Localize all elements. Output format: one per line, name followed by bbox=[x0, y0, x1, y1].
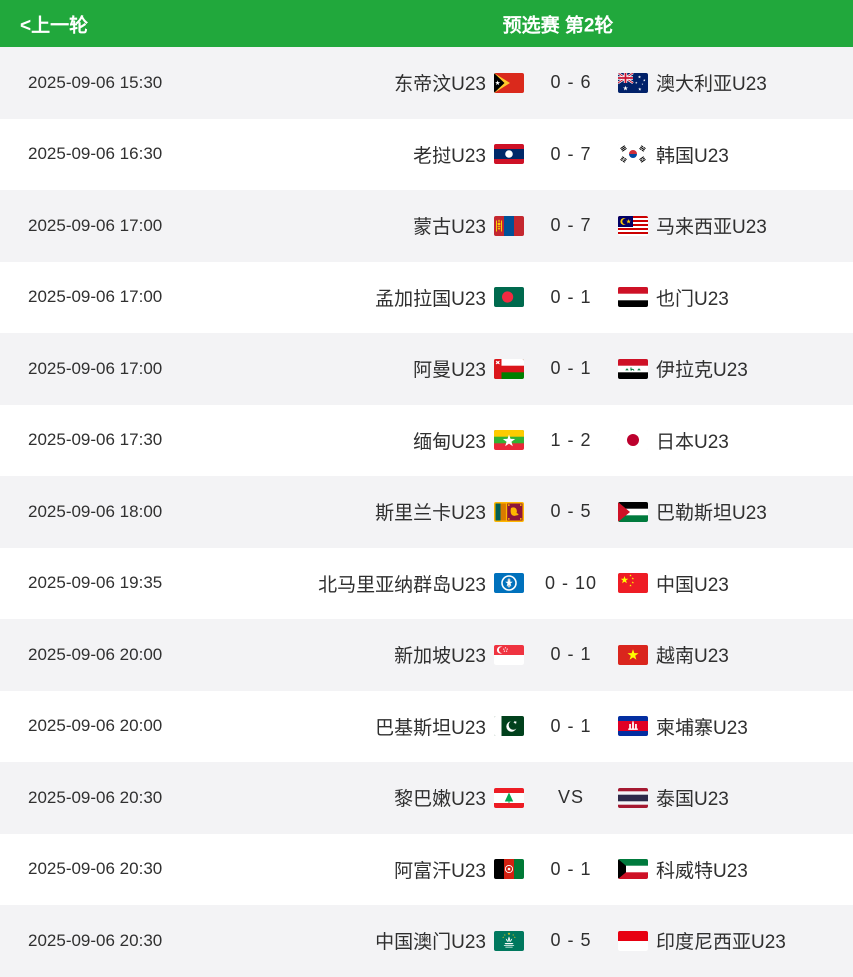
away-team-name: 中国U23 bbox=[656, 574, 729, 596]
match-row[interactable]: 2025-09-06 16:30 老挝U23 0 - 7 韩国U23 bbox=[0, 118, 853, 190]
match-row[interactable]: 2025-09-06 19:35 北马里亚纳群岛U23 0 - 10 中国U23 bbox=[0, 547, 853, 619]
match-time: 2025-09-06 17:00 bbox=[28, 215, 163, 235]
match-score: 1 - 2 bbox=[550, 429, 592, 450]
home-team-name: 北马里亚纳群岛U23 bbox=[318, 574, 486, 596]
flag-vietnam-icon bbox=[618, 644, 648, 665]
flag-indonesia-icon bbox=[618, 930, 648, 951]
home-team-name: 孟加拉国U23 bbox=[375, 288, 486, 310]
match-score: 0 - 7 bbox=[550, 143, 592, 164]
flag-lebanon-icon bbox=[494, 787, 524, 808]
match-time: 2025-09-06 17:00 bbox=[28, 358, 163, 378]
match-row[interactable]: 2025-09-06 18:00 斯里兰卡U23 0 - 5 巴勒斯坦U23 bbox=[0, 476, 853, 548]
flag-china-icon bbox=[618, 573, 648, 594]
flag-singapore-icon bbox=[494, 644, 524, 665]
flag-thailand-icon bbox=[618, 787, 648, 808]
match-score: 0 - 10 bbox=[544, 572, 598, 593]
away-team-name: 巴勒斯坦U23 bbox=[656, 503, 767, 525]
away-team-name: 也门U23 bbox=[656, 288, 729, 310]
flag-oman-icon bbox=[494, 358, 524, 379]
match-row[interactable]: 2025-09-06 17:00 阿曼U23 0 - 1 伊拉克U23 bbox=[0, 333, 853, 405]
flag-kuwait-icon bbox=[618, 859, 648, 880]
match-score: 0 - 5 bbox=[550, 501, 592, 522]
match-time: 2025-09-06 20:30 bbox=[28, 859, 163, 879]
away-team-name: 科威特U23 bbox=[656, 860, 748, 882]
match-score: 0 - 5 bbox=[550, 930, 592, 951]
flag-cambodia-icon bbox=[618, 716, 648, 737]
match-time: 2025-09-06 18:00 bbox=[28, 501, 163, 521]
match-list: 2025-09-06 15:30 东帝汶U23 0 - 6 澳大利亚U23 20… bbox=[0, 47, 853, 977]
match-row[interactable]: 2025-09-06 20:00 新加坡U23 0 - 1 越南U23 bbox=[0, 619, 853, 691]
home-team-name: 蒙古U23 bbox=[413, 217, 486, 239]
flag-sri-lanka-icon bbox=[494, 501, 524, 522]
match-time: 2025-09-06 20:30 bbox=[28, 787, 163, 807]
previous-round-button[interactable]: <上一轮 bbox=[20, 15, 89, 36]
match-time: 2025-09-06 17:00 bbox=[28, 287, 163, 307]
match-time: 2025-09-06 15:30 bbox=[28, 72, 163, 92]
match-time: 2025-09-06 19:35 bbox=[28, 573, 163, 593]
match-score: 0 - 1 bbox=[550, 715, 592, 736]
away-team-name: 日本U23 bbox=[656, 431, 729, 453]
flag-northern-mariana-islands-icon bbox=[494, 573, 524, 594]
flag-south-korea-icon bbox=[618, 144, 648, 165]
match-score: VS bbox=[557, 787, 584, 808]
match-score: 0 - 1 bbox=[550, 286, 592, 307]
match-time: 2025-09-06 17:30 bbox=[28, 430, 163, 450]
away-team-name: 泰国U23 bbox=[656, 789, 729, 811]
flag-yemen-icon bbox=[618, 287, 648, 308]
home-team-name: 斯里兰卡U23 bbox=[375, 503, 486, 525]
round-header: <上一轮 预选赛 第2轮 bbox=[0, 0, 853, 47]
flag-myanmar-icon bbox=[494, 430, 524, 451]
flag-malaysia-icon bbox=[618, 215, 648, 236]
home-team-name: 黎巴嫩U23 bbox=[394, 789, 486, 811]
flag-afghanistan-icon bbox=[494, 859, 524, 880]
match-time: 2025-09-06 20:30 bbox=[28, 930, 163, 950]
match-row[interactable]: 2025-09-06 17:00 孟加拉国U23 0 - 1 也门U23 bbox=[0, 261, 853, 333]
away-team-name: 柬埔寨U23 bbox=[656, 717, 748, 739]
match-row[interactable]: 2025-09-06 20:30 阿富汗U23 0 - 1 科威特U23 bbox=[0, 833, 853, 905]
match-time: 2025-09-06 20:00 bbox=[28, 716, 163, 736]
match-score: 0 - 7 bbox=[550, 215, 592, 236]
home-team-name: 阿富汗U23 bbox=[394, 860, 486, 882]
home-team-name: 东帝汶U23 bbox=[394, 74, 486, 96]
away-team-name: 伊拉克U23 bbox=[656, 360, 748, 382]
home-team-name: 新加坡U23 bbox=[394, 646, 486, 668]
away-team-name: 越南U23 bbox=[656, 646, 729, 668]
flag-mongolia-icon bbox=[494, 215, 524, 236]
away-team-name: 印度尼西亚U23 bbox=[656, 932, 786, 954]
home-team-name: 老挝U23 bbox=[413, 145, 486, 167]
flag-iraq-icon bbox=[618, 358, 648, 379]
flag-bangladesh-icon bbox=[494, 287, 524, 308]
flag-pakistan-icon bbox=[494, 716, 524, 737]
match-row[interactable]: 2025-09-06 17:30 缅甸U23 1 - 2 日本U23 bbox=[0, 404, 853, 476]
flag-macau-icon bbox=[494, 930, 524, 951]
away-team-name: 马来西亚U23 bbox=[656, 217, 767, 239]
match-time: 2025-09-06 20:00 bbox=[28, 644, 163, 664]
match-row[interactable]: 2025-09-06 15:30 东帝汶U23 0 - 6 澳大利亚U23 bbox=[0, 47, 853, 119]
flag-laos-icon bbox=[494, 144, 524, 165]
match-row[interactable]: 2025-09-06 17:00 蒙古U23 0 - 7 马来西亚U23 bbox=[0, 190, 853, 262]
home-team-name: 中国澳门U23 bbox=[375, 932, 486, 954]
match-row[interactable]: 2025-09-06 20:00 巴基斯坦U23 0 - 1 柬埔寨U23 bbox=[0, 690, 853, 762]
match-row[interactable]: 2025-09-06 20:30 中国澳门U23 0 - 5 印度尼西亚U23 bbox=[0, 905, 853, 977]
home-team-name: 阿曼U23 bbox=[413, 360, 486, 382]
match-score: 0 - 6 bbox=[550, 72, 592, 93]
flag-australia-icon bbox=[618, 72, 648, 93]
home-team-name: 巴基斯坦U23 bbox=[375, 717, 486, 739]
match-time: 2025-09-06 16:30 bbox=[28, 144, 163, 164]
flag-palestine-icon bbox=[618, 501, 648, 522]
away-team-name: 澳大利亚U23 bbox=[656, 74, 767, 96]
home-team-name: 缅甸U23 bbox=[413, 431, 486, 453]
match-row[interactable]: 2025-09-06 20:30 黎巴嫩U23 VS 泰国U23 bbox=[0, 762, 853, 834]
match-score: 0 - 1 bbox=[550, 858, 592, 879]
flag-japan-icon bbox=[618, 430, 648, 451]
flag-timor-leste-icon bbox=[494, 72, 524, 93]
away-team-name: 韩国U23 bbox=[656, 145, 729, 167]
match-score: 0 - 1 bbox=[550, 644, 592, 665]
match-score: 0 - 1 bbox=[550, 358, 592, 379]
round-title: 预选赛 第2轮 bbox=[502, 15, 614, 36]
